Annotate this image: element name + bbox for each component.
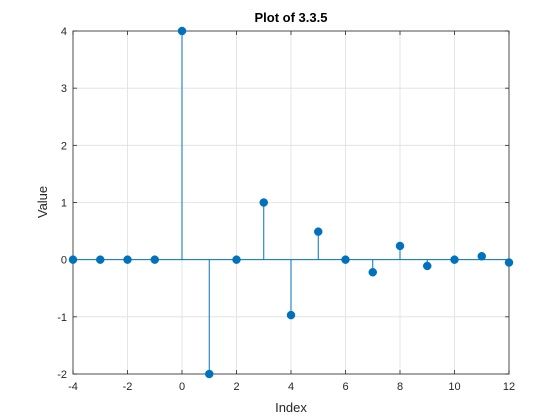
y-tick-label: 1 xyxy=(61,198,67,210)
x-tick-label: 0 xyxy=(179,381,185,393)
x-axis-label: Index xyxy=(275,400,307,415)
stem-marker xyxy=(504,258,514,267)
stem-marker xyxy=(423,261,432,271)
stem-marker xyxy=(477,251,486,261)
stem-marker xyxy=(123,255,132,264)
x-tick-label: -2 xyxy=(123,381,133,393)
y-tick-label: 0 xyxy=(61,255,67,267)
x-tick-label: 12 xyxy=(503,381,515,393)
y-axis-label: Value xyxy=(35,186,50,218)
stem-marker xyxy=(341,255,350,264)
y-tick-label: 2 xyxy=(61,140,67,152)
y-tick-label: -2 xyxy=(57,369,67,381)
x-tick-label: 4 xyxy=(288,381,294,393)
y-tick-label: 3 xyxy=(61,83,67,95)
stem-marker xyxy=(150,255,159,264)
x-tick-label: 2 xyxy=(233,381,239,393)
y-tick-label: 4 xyxy=(61,26,67,38)
stem-marker xyxy=(395,241,405,251)
stem-marker xyxy=(314,227,323,236)
x-tick-label: 6 xyxy=(342,381,348,393)
stem-marker xyxy=(286,310,296,320)
x-tick-label: 10 xyxy=(448,381,460,393)
y-tick-label: -1 xyxy=(57,312,67,324)
stem-marker xyxy=(177,26,187,36)
stem-marker xyxy=(259,198,268,207)
stem-marker xyxy=(450,255,459,264)
x-tick-label: -4 xyxy=(68,381,78,393)
chart-title: Plot of 3.3.5 xyxy=(255,10,328,25)
stem-marker xyxy=(96,255,105,264)
stem-marker xyxy=(68,255,78,264)
stem-marker xyxy=(368,267,377,277)
stem-series xyxy=(68,26,514,379)
stem-marker xyxy=(232,255,241,264)
stem-marker xyxy=(205,369,214,379)
x-tick-label: 8 xyxy=(397,381,403,393)
axes-frame xyxy=(72,30,510,375)
